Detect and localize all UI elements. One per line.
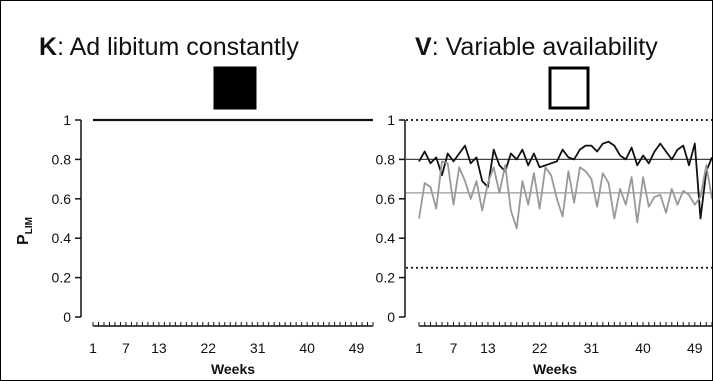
x-tick-label: 22 xyxy=(532,340,548,356)
panel-title-text: Ad libitum constantly xyxy=(70,33,300,61)
series-line xyxy=(418,160,712,230)
x-tick-label: 49 xyxy=(687,340,703,356)
panel-key: K xyxy=(39,33,57,61)
y-tick-label: 0.4 xyxy=(376,230,396,246)
panel-colon: : xyxy=(57,33,70,61)
y-tick-label: 0 xyxy=(63,309,71,325)
series-line xyxy=(418,140,712,220)
panel-k: K: Ad libitum constantly 0 0.2 0.4 0.6 0.8 1 1 7… xyxy=(15,33,374,377)
y-axis-label-subscript: LIM xyxy=(24,217,35,234)
panel-v: V: Variable availability 0 0.2 0.4 0.6 0.8 1 1 7… xyxy=(376,33,712,377)
legend-swatch xyxy=(548,66,590,110)
y-tick-label: 0.6 xyxy=(52,191,72,207)
x-tick-label: 40 xyxy=(635,340,651,356)
legend-swatch xyxy=(213,66,257,110)
y-axis-label: PLIM xyxy=(15,217,35,245)
x-tick-label: 31 xyxy=(250,340,266,356)
y-tick-label: 1 xyxy=(63,112,71,128)
panel-title: K: Ad libitum constantly xyxy=(39,33,299,61)
x-axis-label: Weeks xyxy=(211,361,255,377)
x-tick-label: 1 xyxy=(89,340,97,356)
panel-title-text: Variable availability xyxy=(446,33,659,61)
y-tick-label: 0.2 xyxy=(52,270,72,286)
x-tick-label: 7 xyxy=(122,340,130,356)
x-tick-label: 40 xyxy=(299,340,315,356)
y-tick-label: 1 xyxy=(387,112,395,128)
x-tick-label: 1 xyxy=(415,340,423,356)
y-tick-label: 0.2 xyxy=(376,270,396,286)
y-axis-label-main: P xyxy=(15,234,32,245)
y-tick-label: 0.8 xyxy=(376,151,396,167)
x-tick-label: 13 xyxy=(151,340,167,356)
panel-key: V xyxy=(415,33,432,61)
y-tick-label: 0.6 xyxy=(376,191,396,207)
y-tick-label: 0.8 xyxy=(52,151,72,167)
x-tick-label: 7 xyxy=(450,340,458,356)
y-tick-label: 0.4 xyxy=(52,230,72,246)
panel-colon: : xyxy=(432,33,446,61)
y-tick-label: 0 xyxy=(387,309,395,325)
x-tick-label: 22 xyxy=(201,340,217,356)
x-tick-label: 31 xyxy=(584,340,600,356)
x-tick-label: 49 xyxy=(349,340,365,356)
x-tick-label: 13 xyxy=(480,340,496,356)
panel-title: V: Variable availability xyxy=(415,33,658,61)
x-axis-label: Weeks xyxy=(533,361,577,377)
